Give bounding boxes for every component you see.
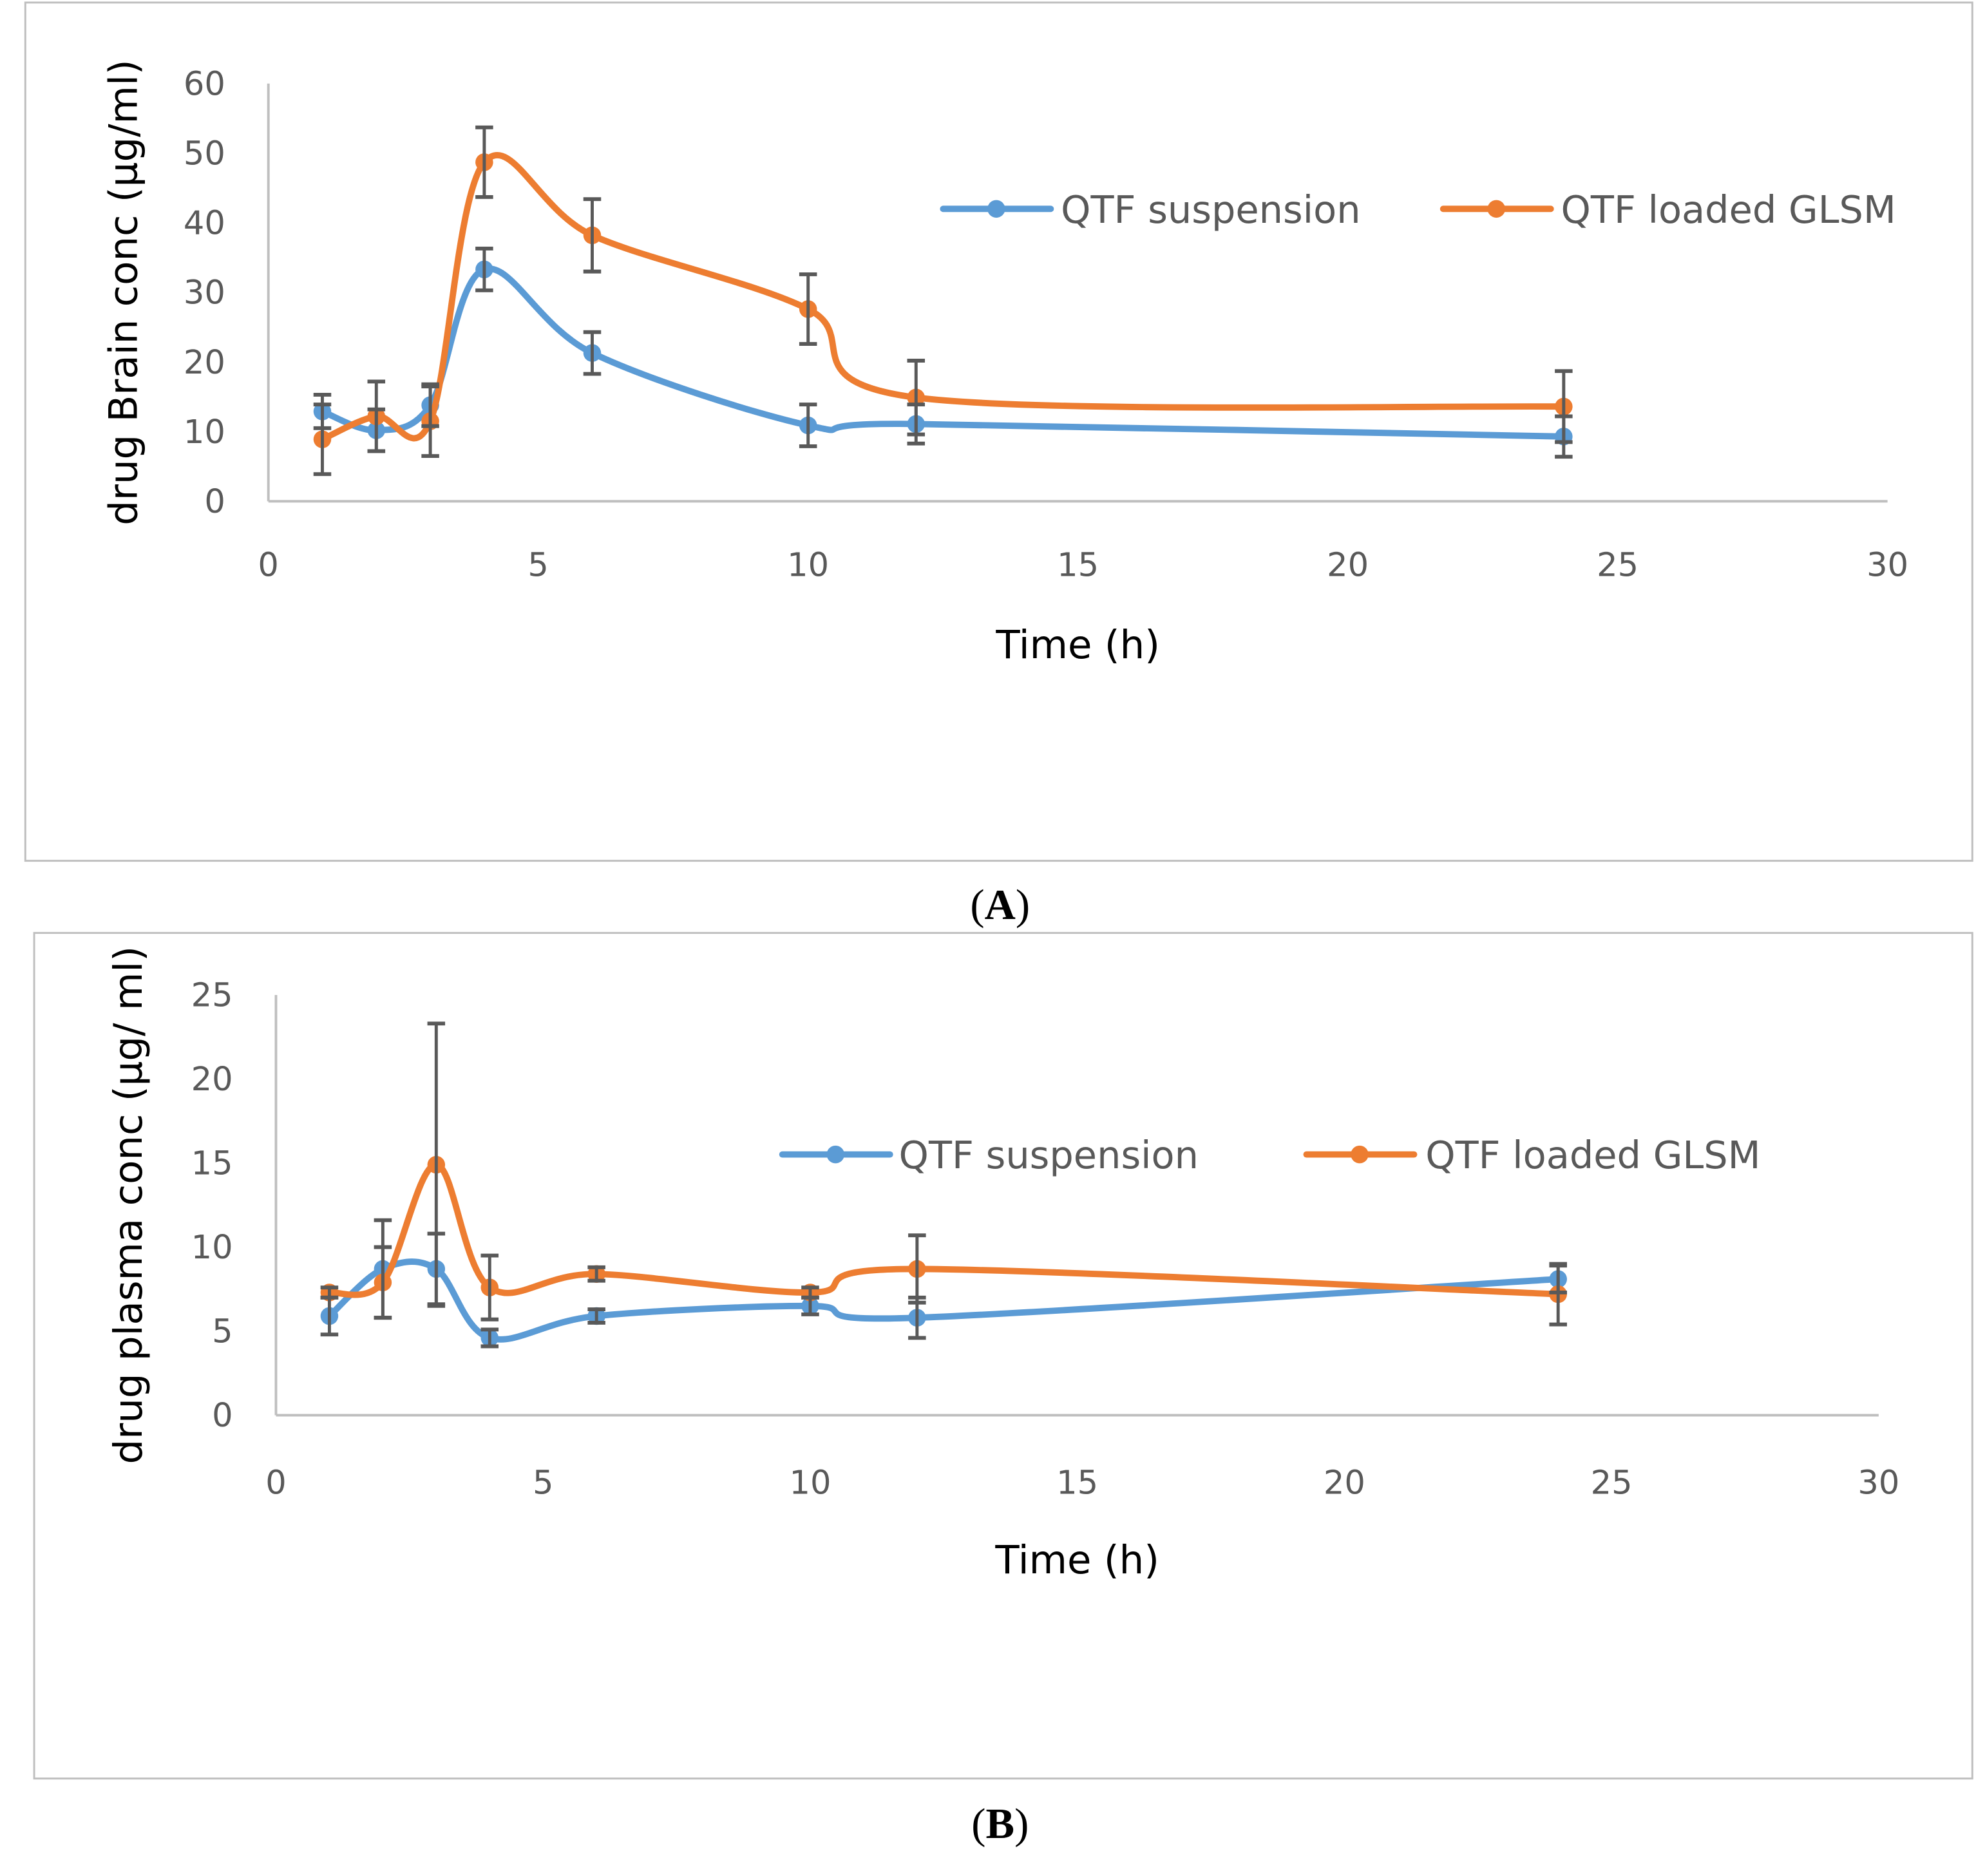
x-tick-label: 25 bbox=[1597, 546, 1638, 584]
legend-label-1: QTF loaded GLSM bbox=[1425, 1133, 1760, 1177]
x-tick-label: 15 bbox=[1056, 1464, 1098, 1502]
series-line-1 bbox=[326, 1161, 1562, 1298]
y-tick-label: 60 bbox=[184, 65, 225, 103]
x-axis-title: Time (h) bbox=[995, 622, 1160, 668]
y-tick-label: 0 bbox=[212, 1397, 233, 1435]
error-bar-1 bbox=[427, 1021, 446, 1308]
x-tick-label: 5 bbox=[527, 546, 549, 584]
x-axis-title: Time (h) bbox=[994, 1537, 1159, 1583]
error-bar-1 bbox=[908, 1233, 926, 1305]
y-tick-label: 40 bbox=[184, 205, 225, 243]
error-bar-0 bbox=[799, 403, 817, 448]
y-tick-label: 20 bbox=[191, 1061, 233, 1099]
error-bar-1 bbox=[475, 125, 493, 199]
error-bar-0 bbox=[583, 330, 602, 376]
error-bar-1 bbox=[320, 1285, 339, 1300]
error-bar-1 bbox=[799, 272, 817, 346]
error-bar-0 bbox=[475, 246, 493, 292]
error-bar-1 bbox=[907, 359, 926, 437]
legend-label-0: QTF suspension bbox=[899, 1133, 1199, 1177]
y-axis-title: drug plasma conc (µg/ ml) bbox=[106, 946, 151, 1464]
panel-a-label: A bbox=[985, 881, 1016, 929]
error-bar-1 bbox=[1549, 1262, 1567, 1327]
error-bar-1 bbox=[480, 1253, 499, 1322]
legend-marker-1 bbox=[1487, 200, 1506, 218]
y-tick-label: 5 bbox=[212, 1313, 233, 1351]
legend-marker-0 bbox=[987, 200, 1005, 218]
legend-marker-0 bbox=[826, 1145, 845, 1164]
y-tick-label: 50 bbox=[184, 135, 225, 173]
error-bar-1 bbox=[1555, 369, 1573, 444]
panel-a-caption: (A) bbox=[970, 881, 1030, 929]
error-bar-0 bbox=[587, 1307, 605, 1325]
legend-label-0: QTF suspension bbox=[1061, 187, 1360, 232]
x-tick-label: 5 bbox=[533, 1464, 554, 1502]
series-line-0 bbox=[326, 1258, 1562, 1343]
y-tick-label: 15 bbox=[191, 1145, 233, 1183]
legend-label-1: QTF loaded GLSM bbox=[1561, 187, 1896, 232]
x-tick-label: 30 bbox=[1866, 546, 1908, 584]
y-tick-label: 25 bbox=[191, 977, 233, 1015]
y-axis-title: drug Brain conc (µg/ml) bbox=[100, 59, 146, 525]
y-tick-label: 10 bbox=[191, 1229, 233, 1267]
y-tick-label: 30 bbox=[184, 274, 225, 312]
error-bar-1 bbox=[583, 197, 602, 274]
x-tick-label: 30 bbox=[1857, 1464, 1899, 1502]
error-bar-0 bbox=[480, 1327, 499, 1349]
panel-b-frame bbox=[33, 932, 1973, 1780]
panel-a-frame bbox=[24, 1, 1973, 862]
x-tick-label: 20 bbox=[1324, 1464, 1365, 1502]
x-tick-label: 25 bbox=[1591, 1464, 1633, 1502]
error-bar-1 bbox=[801, 1285, 819, 1300]
x-tick-label: 10 bbox=[787, 546, 829, 584]
error-bar-1 bbox=[374, 1245, 392, 1320]
error-bar-1 bbox=[421, 384, 439, 459]
series-line-0 bbox=[319, 265, 1567, 440]
series-line-1 bbox=[319, 152, 1567, 443]
legend-marker-1 bbox=[1351, 1145, 1369, 1164]
panel-b-label: B bbox=[986, 1800, 1015, 1848]
x-tick-label: 20 bbox=[1327, 546, 1369, 584]
chart-b: 0 5 10 15 20 25 0 5 10 15 20 25 30 Time (h) drug plasm… bbox=[106, 946, 1899, 1583]
x-tick-label: 0 bbox=[265, 1464, 287, 1502]
y-tick-label: 0 bbox=[204, 483, 225, 521]
x-tick-label: 10 bbox=[789, 1464, 831, 1502]
chart-a: 0 10 20 30 40 50 60 0 5 10 15 20 25 30 Time (h) drug Br… bbox=[100, 59, 1908, 668]
x-tick-label: 0 bbox=[258, 546, 279, 584]
error-bar-1 bbox=[587, 1265, 605, 1283]
error-bar-1 bbox=[367, 379, 386, 453]
y-tick-label: 10 bbox=[184, 413, 225, 451]
x-tick-label: 15 bbox=[1057, 546, 1099, 584]
error-bar-1 bbox=[313, 403, 332, 477]
y-tick-label: 20 bbox=[184, 344, 225, 382]
panel-b-caption: (B) bbox=[971, 1800, 1029, 1848]
